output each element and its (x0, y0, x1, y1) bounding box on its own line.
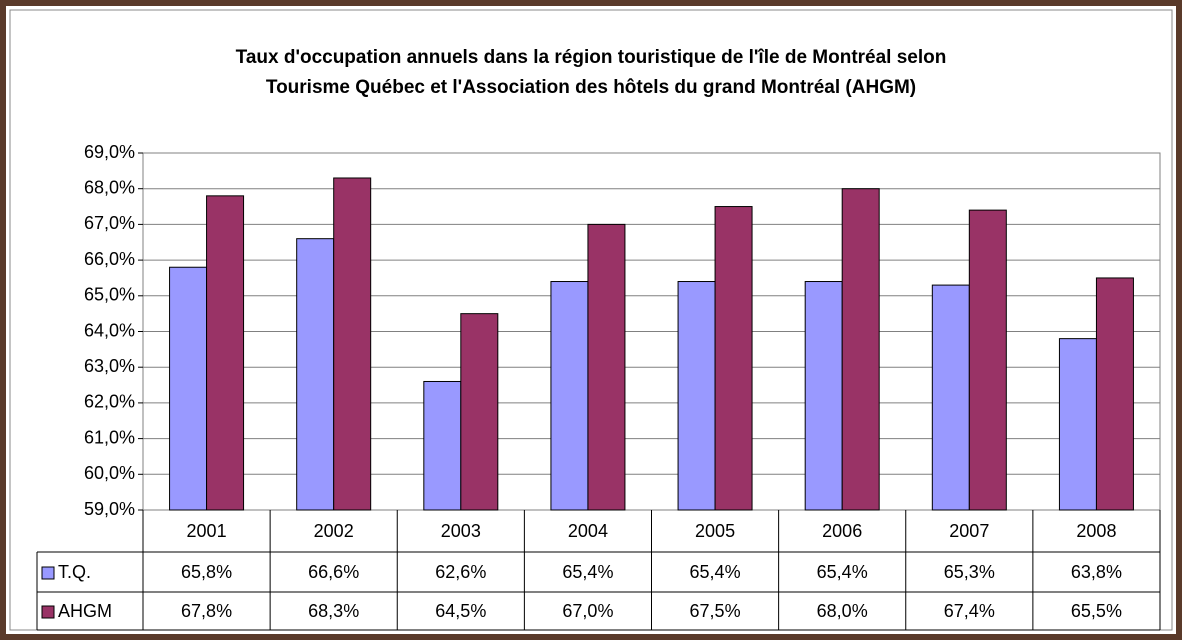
table-value: 67,4% (944, 601, 995, 621)
table-value: 63,8% (1071, 562, 1122, 582)
y-tick-label: 63,0% (84, 356, 135, 376)
bar (587, 223, 626, 511)
x-tick-label: 2004 (568, 521, 608, 541)
x-tick-label: 2003 (441, 521, 481, 541)
y-tick-label: 62,0% (84, 392, 135, 412)
bar (333, 177, 372, 511)
bar (296, 238, 335, 511)
table-value: 68,0% (817, 601, 868, 621)
bar (169, 266, 208, 511)
bar (550, 281, 589, 511)
x-tick-label: 2005 (695, 521, 735, 541)
x-tick-label: 2006 (822, 521, 862, 541)
bar (460, 313, 499, 511)
x-tick-label: 2002 (314, 521, 354, 541)
table-value: 67,0% (562, 601, 613, 621)
y-tick-label: 68,0% (84, 177, 135, 197)
bar (1058, 338, 1097, 511)
x-tick-label: 2007 (949, 521, 989, 541)
bar (714, 206, 753, 511)
y-tick-label: 60,0% (84, 463, 135, 483)
table-value: 62,6% (435, 562, 486, 582)
table-grid (36, 510, 1161, 631)
y-tick-label: 69,0% (84, 142, 135, 162)
bar (968, 209, 1007, 511)
table-value: 64,5% (435, 601, 486, 621)
bar (804, 281, 843, 511)
y-tick-label: 66,0% (84, 249, 135, 269)
bar (841, 188, 880, 511)
table-value: 65,3% (944, 562, 995, 582)
chart-title: Tourisme Québec et l'Association des hôt… (266, 77, 916, 98)
table-value: 66,6% (308, 562, 359, 582)
bar (1095, 277, 1134, 511)
y-tick-label: 67,0% (84, 213, 135, 233)
y-tick-label: 61,0% (84, 427, 135, 447)
table-value: 67,8% (181, 601, 232, 621)
table-value: 65,4% (562, 562, 613, 582)
x-tick-label: 2008 (1076, 521, 1116, 541)
legend-key (41, 566, 55, 580)
table-value: 67,5% (690, 601, 741, 621)
legend-label: AHGM (58, 601, 112, 621)
y-tick-label: 65,0% (84, 285, 135, 305)
x-tick-label: 2001 (187, 521, 227, 541)
bar (931, 284, 970, 511)
table-value: 68,3% (308, 601, 359, 621)
table-value: 65,5% (1071, 601, 1122, 621)
legend-label: T.Q. (58, 562, 91, 582)
table-value: 65,8% (181, 562, 232, 582)
bar (677, 281, 716, 511)
y-tick-label: 59,0% (84, 499, 135, 519)
chart-title: Taux d'occupation annuels dans la région… (236, 47, 947, 68)
table-value: 65,4% (817, 562, 868, 582)
bar (206, 195, 245, 511)
y-tick-label: 64,0% (84, 320, 135, 340)
bar (423, 380, 462, 511)
table-value: 65,4% (690, 562, 741, 582)
legend-key (41, 605, 55, 619)
